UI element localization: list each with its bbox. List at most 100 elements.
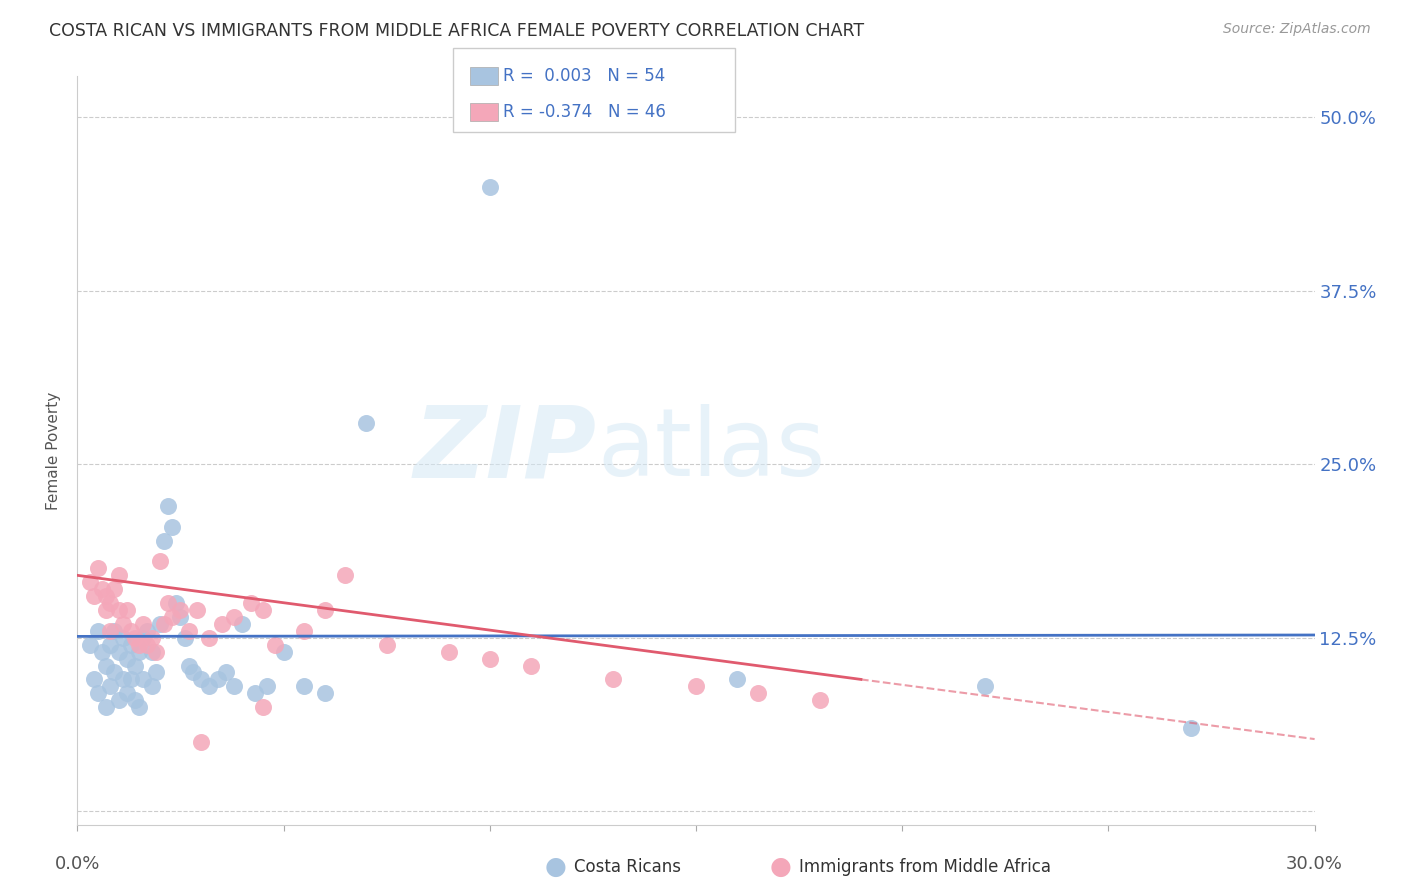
Point [157, 596, 180, 610]
Point [190, 673, 212, 687]
Point [83, 673, 105, 687]
Point [375, 638, 398, 652]
Point [314, 603, 336, 617]
Point [160, 520, 183, 534]
Point [222, 610, 245, 624]
Point [252, 603, 274, 617]
Point [107, 568, 129, 582]
Point [124, 631, 146, 645]
Point [98, 624, 121, 638]
Text: ●: ● [769, 855, 792, 879]
Point [141, 631, 163, 645]
Point [160, 610, 183, 624]
Point [153, 616, 176, 631]
Point [252, 700, 274, 714]
Point [207, 673, 229, 687]
Point [211, 616, 233, 631]
Point [87, 561, 110, 575]
Point [231, 616, 253, 631]
Point [273, 645, 295, 659]
Text: Costa Ricans: Costa Ricans [574, 858, 681, 876]
Point [98, 596, 121, 610]
Point [243, 686, 266, 700]
Point [136, 624, 159, 638]
Point [215, 665, 238, 680]
Point [111, 616, 134, 631]
Point [87, 686, 110, 700]
Point [292, 624, 315, 638]
Text: 30.0%: 30.0% [1286, 855, 1343, 873]
Point [103, 665, 125, 680]
Point [1180, 721, 1202, 735]
Point [437, 645, 460, 659]
Point [103, 624, 125, 638]
Point [973, 679, 995, 693]
Point [314, 686, 336, 700]
Point [165, 596, 187, 610]
Point [107, 603, 129, 617]
Point [177, 658, 200, 673]
Point [478, 179, 501, 194]
Point [128, 700, 150, 714]
Text: COSTA RICAN VS IMMIGRANTS FROM MIDDLE AFRICA FEMALE POVERTY CORRELATION CHART: COSTA RICAN VS IMMIGRANTS FROM MIDDLE AF… [49, 22, 865, 40]
Point [103, 582, 125, 597]
Point [107, 645, 129, 659]
Point [120, 638, 142, 652]
Point [111, 673, 134, 687]
Point [91, 645, 114, 659]
Point [124, 693, 146, 707]
Point [335, 568, 357, 582]
Text: R = -0.374   N = 46: R = -0.374 N = 46 [503, 103, 666, 121]
Point [98, 679, 121, 693]
Point [222, 679, 245, 693]
Point [124, 658, 146, 673]
Point [96, 589, 118, 603]
Text: atlas: atlas [598, 404, 825, 497]
Point [520, 658, 543, 673]
Point [107, 693, 129, 707]
Point [132, 673, 155, 687]
Point [120, 624, 142, 638]
Point [354, 416, 377, 430]
Point [83, 589, 105, 603]
Text: ZIP: ZIP [413, 402, 598, 499]
Point [173, 631, 195, 645]
Point [141, 645, 163, 659]
Point [149, 616, 172, 631]
Point [198, 631, 221, 645]
Point [198, 679, 221, 693]
Text: Immigrants from Middle Africa: Immigrants from Middle Africa [799, 858, 1050, 876]
Point [602, 673, 624, 687]
Point [96, 700, 118, 714]
Point [128, 638, 150, 652]
Point [256, 679, 278, 693]
Point [169, 610, 191, 624]
Point [264, 638, 287, 652]
Point [725, 673, 748, 687]
Y-axis label: Female Poverty: Female Poverty [46, 392, 62, 509]
Point [190, 735, 212, 749]
Point [96, 603, 118, 617]
Point [141, 679, 163, 693]
Point [169, 603, 191, 617]
Point [115, 603, 138, 617]
Point [115, 651, 138, 665]
Point [145, 665, 167, 680]
Point [747, 686, 769, 700]
Point [157, 499, 180, 513]
Point [115, 686, 138, 700]
Point [145, 645, 167, 659]
Point [87, 624, 110, 638]
Point [685, 679, 707, 693]
Point [239, 596, 262, 610]
Point [128, 645, 150, 659]
Text: ●: ● [544, 855, 567, 879]
Point [136, 638, 159, 652]
Text: Source: ZipAtlas.com: Source: ZipAtlas.com [1223, 22, 1371, 37]
Point [181, 665, 204, 680]
Point [79, 638, 101, 652]
Point [186, 603, 208, 617]
Point [98, 638, 121, 652]
Point [478, 651, 501, 665]
Point [120, 673, 142, 687]
